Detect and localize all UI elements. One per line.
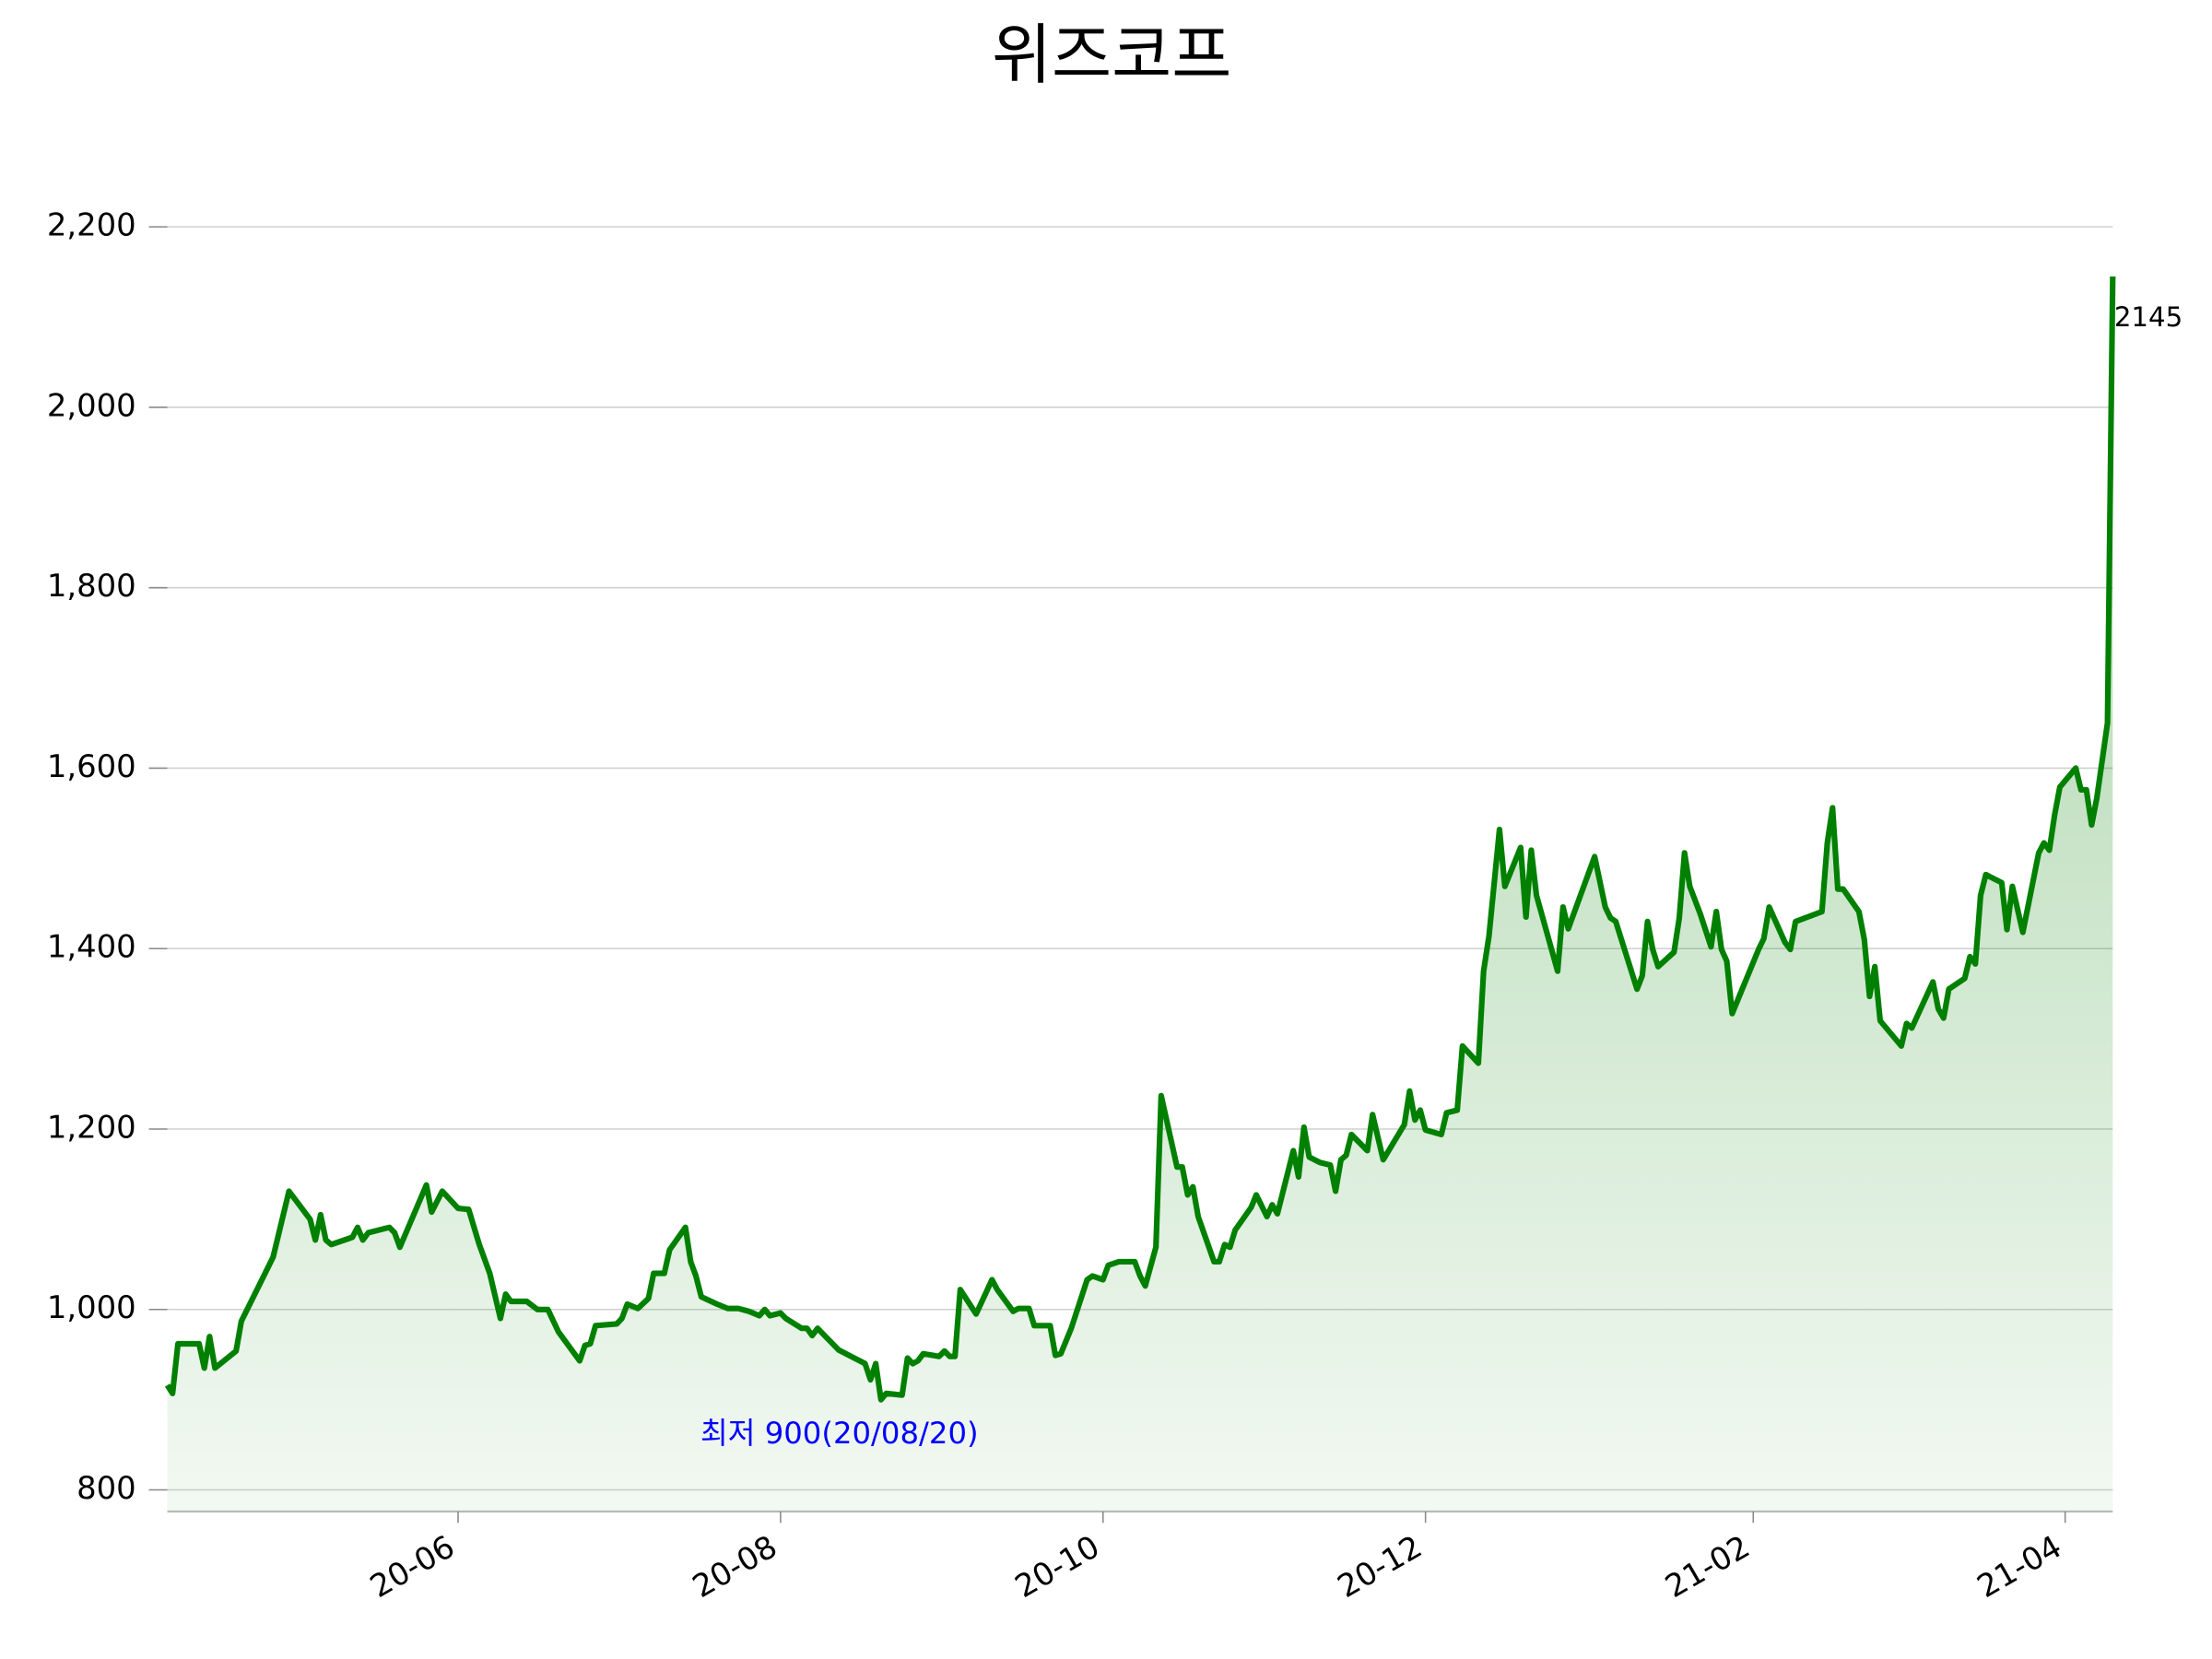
x-tick-label: 21-04 bbox=[1971, 1528, 2068, 1605]
price-line bbox=[164, 276, 2116, 1403]
min-annotation: 최저 900(20/08/20) bbox=[700, 1416, 979, 1451]
y-tick-label: 2,000 bbox=[47, 387, 136, 423]
x-tick-label: 20-06 bbox=[364, 1528, 461, 1605]
y-tick-label: 1,400 bbox=[47, 929, 136, 965]
x-tick-label: 20-08 bbox=[687, 1528, 783, 1605]
x-tick-label: 21-02 bbox=[1659, 1528, 1756, 1605]
y-tick-label: 2,200 bbox=[47, 207, 136, 243]
x-tick-label: 20-10 bbox=[1009, 1528, 1106, 1605]
y-tick-label: 1,200 bbox=[47, 1109, 136, 1145]
chart-title: 위즈코프 bbox=[992, 17, 1231, 93]
last-value-label: 2145 bbox=[2114, 301, 2183, 333]
x-tick-label: 20-12 bbox=[1332, 1528, 1429, 1605]
area-fill bbox=[167, 276, 2113, 1512]
y-tick-label: 1,800 bbox=[47, 568, 136, 604]
y-tick-label: 1,000 bbox=[47, 1289, 136, 1325]
y-tick-label: 800 bbox=[76, 1470, 136, 1506]
y-tick-label: 1,600 bbox=[47, 748, 136, 784]
